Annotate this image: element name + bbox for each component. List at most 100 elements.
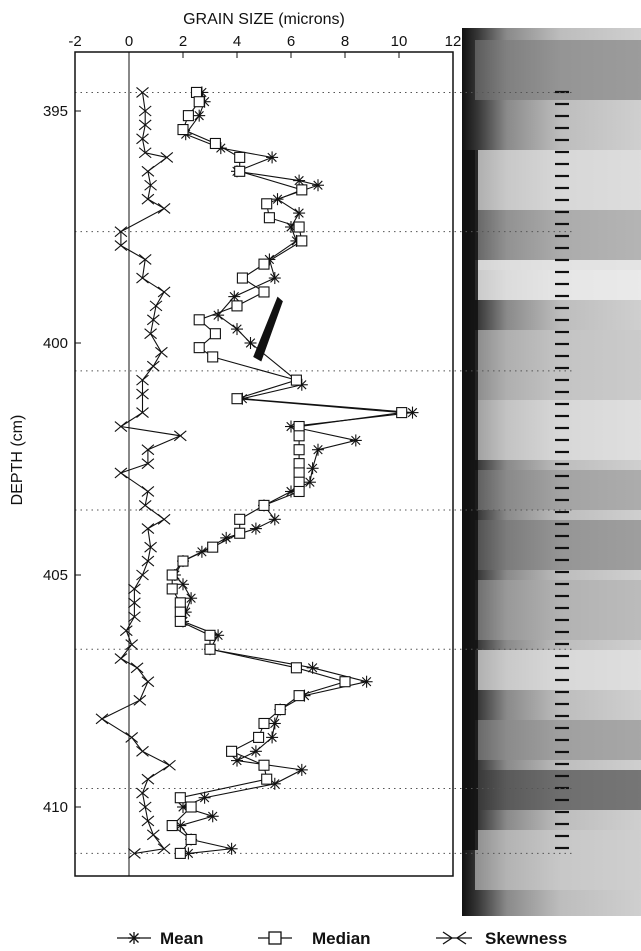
data-point-square xyxy=(293,444,305,456)
data-point-square xyxy=(174,606,186,618)
data-point-arrow xyxy=(146,829,160,841)
core-band xyxy=(475,580,641,640)
data-point-arrow xyxy=(141,165,155,177)
data-point-arrow xyxy=(141,193,155,205)
data-point-arrow xyxy=(138,499,152,511)
data-point-square xyxy=(293,690,305,702)
legend-mean-label: Mean xyxy=(160,929,203,948)
data-point-square xyxy=(258,717,270,730)
data-point-asterisk xyxy=(198,791,211,804)
data-point-square xyxy=(226,745,238,757)
data-point-asterisk xyxy=(293,207,306,220)
data-point-asterisk xyxy=(312,443,324,456)
data-point-arrow xyxy=(141,815,155,827)
data-point-arrow xyxy=(136,272,149,284)
data-point-asterisk xyxy=(193,109,206,122)
data-point-square xyxy=(396,407,408,419)
data-point-arrow xyxy=(133,694,147,706)
data-point-square xyxy=(207,351,219,363)
data-point-arrow xyxy=(114,240,128,251)
data-point-square xyxy=(296,184,308,196)
y-tick-label: 400 xyxy=(43,335,68,352)
data-point-square xyxy=(174,615,186,627)
data-point-arrow xyxy=(136,569,149,581)
data-point-asterisk xyxy=(406,406,419,419)
data-point-arrow xyxy=(138,147,152,159)
legend-item-skewness: Skewness xyxy=(436,929,567,948)
data-point-arrow xyxy=(149,300,163,312)
data-point-arrow xyxy=(141,444,155,456)
data-point-square xyxy=(293,430,305,442)
data-point-arrow xyxy=(128,597,141,609)
data-point-square xyxy=(234,151,246,163)
data-point-arrow xyxy=(141,486,155,497)
data-point-square xyxy=(166,569,178,581)
data-point-square xyxy=(293,221,305,233)
data-point-asterisk xyxy=(268,513,281,526)
data-point-arrow xyxy=(141,458,155,470)
data-point-square xyxy=(231,300,243,312)
data-point-square xyxy=(290,374,302,386)
data-point-square xyxy=(293,458,305,470)
core-band xyxy=(475,400,641,460)
data-point-arrow xyxy=(138,801,152,813)
data-point-square xyxy=(258,499,270,511)
data-point-square xyxy=(166,583,178,595)
data-point-asterisk xyxy=(244,337,257,349)
series-layer xyxy=(95,86,419,860)
data-point-square xyxy=(293,420,305,433)
data-point-square xyxy=(185,833,197,846)
data-point-arrow xyxy=(128,583,141,595)
data-point-arrow xyxy=(144,328,157,340)
legend-item-median: Median xyxy=(258,929,371,948)
data-point-arrow xyxy=(146,360,160,372)
series-line xyxy=(174,92,413,854)
data-point-arrow xyxy=(95,713,109,725)
data-point-arrow xyxy=(125,731,139,743)
data-point-arrow xyxy=(125,639,139,651)
data-point-arrow xyxy=(141,676,155,688)
data-point-square xyxy=(190,86,203,98)
data-point-arrow xyxy=(141,555,155,567)
data-point-square xyxy=(293,476,305,488)
data-point-arrow xyxy=(144,541,157,553)
data-point-square xyxy=(274,704,286,716)
data-point-square xyxy=(177,124,189,136)
data-point-asterisk xyxy=(231,323,243,336)
y-ticks: 395 400 405 410 xyxy=(43,103,81,816)
y-tick-label: 410 xyxy=(43,799,68,816)
data-point-asterisk xyxy=(249,745,262,758)
data-point-asterisk xyxy=(225,842,238,855)
x-tick-label: 6 xyxy=(287,33,295,50)
data-point-asterisk xyxy=(266,731,279,744)
data-point-square xyxy=(166,820,178,832)
x-tick-label: -2 xyxy=(68,33,81,50)
data-point-square xyxy=(174,597,186,609)
data-point-arrow xyxy=(114,653,128,664)
data-point-asterisk xyxy=(268,717,281,730)
data-point-arrow xyxy=(136,745,149,757)
x-tick-label: 2 xyxy=(179,33,187,50)
smear-shape xyxy=(253,296,283,362)
data-point-asterisk xyxy=(306,661,319,674)
data-point-square xyxy=(182,110,194,122)
data-point-arrow xyxy=(130,662,144,674)
legend-skewness-marker xyxy=(436,931,472,945)
data-point-arrow xyxy=(157,286,171,298)
x-ticks: -2 0 2 4 6 8 10 12 xyxy=(68,33,461,58)
data-point-arrow xyxy=(157,843,171,855)
x-tick-label: 4 xyxy=(233,33,241,50)
data-point-square xyxy=(193,342,205,354)
data-point-square xyxy=(234,165,246,177)
core-dark-edge xyxy=(462,150,478,850)
data-point-arrow xyxy=(136,407,149,419)
data-point-arrow xyxy=(155,346,168,358)
data-point-square xyxy=(258,258,270,270)
data-point-arrow xyxy=(128,611,141,623)
core-band xyxy=(475,330,641,400)
data-point-asterisk xyxy=(349,434,362,447)
core-band xyxy=(475,260,641,300)
core-band xyxy=(475,520,641,570)
data-point-square xyxy=(293,485,305,498)
